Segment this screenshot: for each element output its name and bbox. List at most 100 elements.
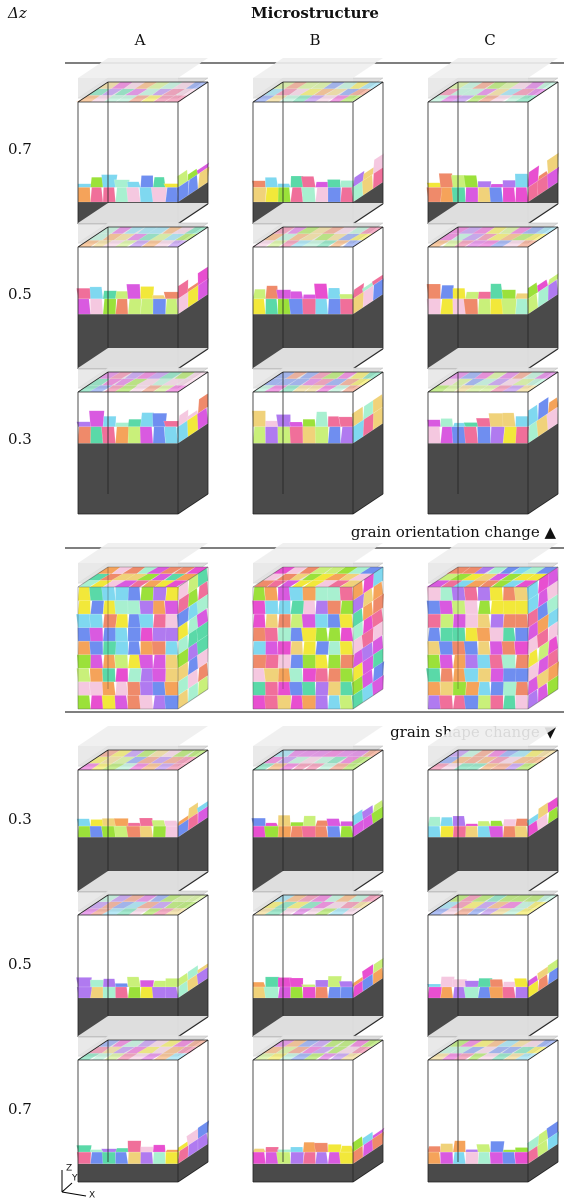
grain (153, 177, 166, 187)
grain (489, 187, 503, 202)
axis-label: Y (71, 1174, 78, 1184)
grain (341, 987, 354, 998)
grain (453, 423, 466, 427)
grain (303, 427, 316, 443)
grain (503, 987, 516, 998)
grain (301, 985, 315, 988)
grain (277, 1150, 291, 1153)
grain (453, 288, 466, 299)
microstructure-cube (76, 871, 208, 1037)
grain (441, 427, 454, 443)
microstructure-cube (76, 58, 209, 224)
grain (428, 826, 441, 837)
grain (77, 819, 91, 826)
dz-label: Δz (7, 4, 27, 22)
grain (266, 823, 279, 826)
grain (340, 587, 353, 601)
grain (477, 427, 490, 443)
grain (302, 682, 316, 696)
grain (89, 614, 103, 628)
grain (164, 821, 178, 827)
grain (466, 614, 479, 628)
grain (516, 299, 529, 314)
grain (316, 1152, 329, 1164)
grain (166, 1152, 180, 1164)
grain (276, 290, 291, 299)
grain (116, 614, 129, 628)
grain (103, 299, 116, 314)
grain (128, 823, 141, 826)
grain (78, 587, 91, 601)
microstructure-cube (77, 203, 209, 369)
grain (452, 641, 465, 655)
grain (316, 628, 329, 642)
grain (266, 641, 279, 655)
grain (489, 987, 503, 998)
grain (102, 1152, 116, 1164)
grain (153, 981, 166, 987)
grain (78, 184, 92, 188)
grain (153, 655, 166, 669)
grain (253, 826, 266, 837)
grain (453, 1152, 466, 1164)
grain (514, 978, 528, 987)
grain (516, 427, 530, 443)
grain (116, 423, 130, 427)
grain (328, 668, 341, 682)
grain (302, 826, 317, 837)
grain (315, 655, 328, 669)
grain (441, 668, 454, 682)
grain (128, 587, 141, 601)
grain (166, 826, 179, 837)
grain (116, 1148, 130, 1152)
grain (89, 641, 103, 655)
grain (503, 614, 517, 628)
grain (464, 695, 480, 709)
grain (102, 682, 115, 696)
grain (491, 1141, 505, 1152)
grain (503, 982, 516, 987)
note: grain orientation change ▲ (351, 523, 557, 541)
grain (464, 299, 478, 314)
grain (91, 655, 104, 669)
grain (428, 427, 441, 443)
microstructure-cube (77, 726, 209, 892)
grain (516, 614, 529, 628)
grain (278, 614, 291, 628)
grain (503, 601, 516, 615)
grain (152, 987, 167, 998)
grain (165, 601, 178, 615)
grain (265, 601, 278, 615)
grain (290, 978, 304, 987)
grain (478, 682, 491, 696)
grain (515, 1152, 530, 1164)
grain (515, 601, 528, 615)
grain (466, 187, 479, 202)
grain (264, 668, 280, 682)
grain (166, 978, 179, 987)
microstructure-cube (252, 726, 384, 892)
grain (303, 295, 316, 299)
grain (278, 587, 291, 601)
grain (128, 628, 141, 642)
grain (252, 601, 265, 615)
grain (152, 820, 166, 826)
column-label: B (309, 31, 320, 49)
grain (464, 175, 478, 187)
grain (340, 668, 353, 682)
microstructure-cube (428, 1016, 559, 1182)
grain (266, 1147, 279, 1152)
grain (478, 292, 492, 299)
grain (278, 299, 291, 314)
grain (252, 818, 266, 826)
grain (253, 587, 266, 601)
grain (316, 641, 330, 655)
grain (278, 601, 291, 615)
grain (77, 668, 91, 682)
grain (453, 816, 466, 826)
grain (278, 682, 291, 696)
grain (128, 1152, 142, 1164)
grain (128, 427, 141, 443)
grain (328, 1152, 341, 1164)
grain (252, 181, 266, 188)
